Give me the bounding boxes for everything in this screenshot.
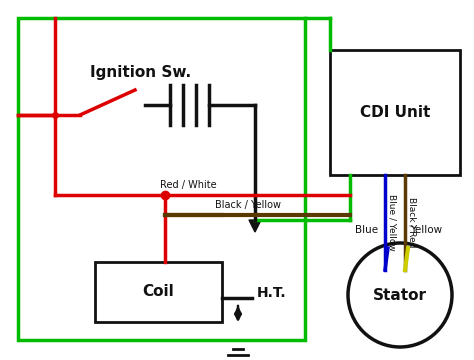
Text: Red / White: Red / White: [160, 180, 217, 190]
Text: H.T.: H.T.: [257, 286, 287, 300]
Text: Blue / Yellow: Blue / Yellow: [388, 194, 397, 251]
Bar: [18, 18, 305, 340]
Text: Coil: Coil: [143, 284, 174, 300]
Polygon shape: [249, 220, 261, 232]
Bar: [330, 50, 460, 175]
Circle shape: [348, 243, 452, 347]
Text: CDI Unit: CDI Unit: [360, 105, 430, 120]
Bar: [95, 262, 222, 322]
Text: Ignition Sw.: Ignition Sw.: [90, 64, 191, 80]
Text: Black / Red: Black / Red: [408, 197, 417, 248]
Text: Blue: Blue: [355, 225, 378, 235]
Text: Black / Yellow: Black / Yellow: [215, 200, 281, 210]
Text: Yellow: Yellow: [410, 225, 442, 235]
Text: Stator: Stator: [373, 288, 427, 302]
